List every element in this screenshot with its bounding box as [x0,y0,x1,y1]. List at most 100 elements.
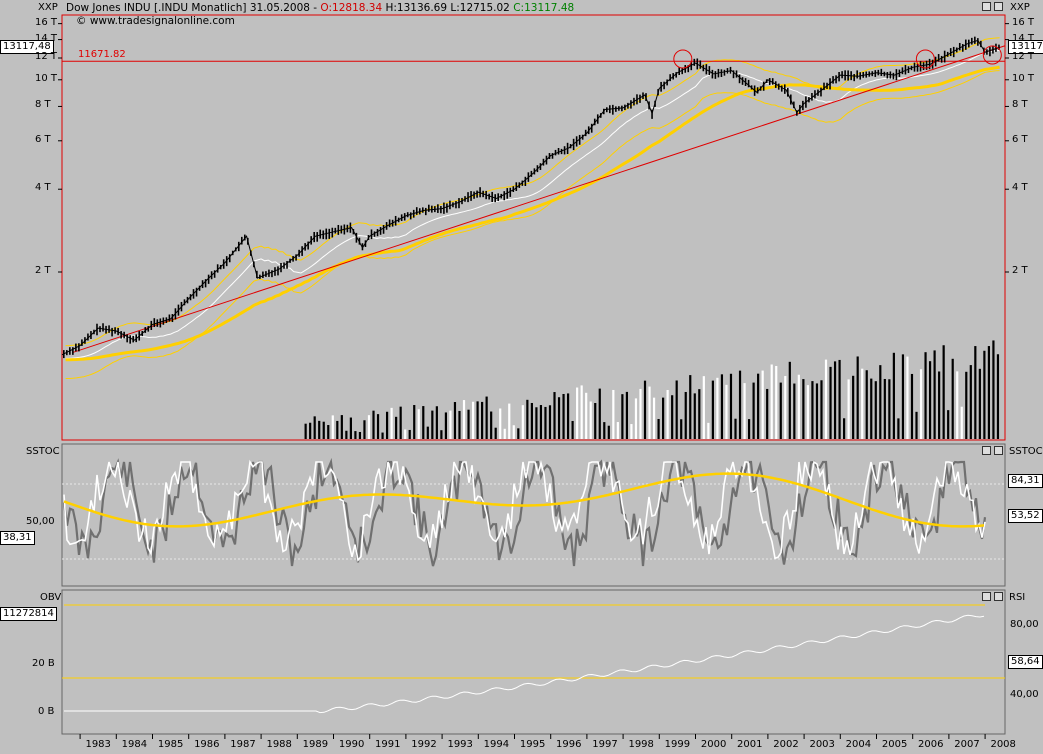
volume-bar [987,346,991,439]
x-tick-label: 1994 [483,739,510,750]
volume-bar [309,422,312,439]
y-tick-label: 2 T [35,265,51,276]
volume-bar [806,385,810,439]
volume-bar [793,383,796,439]
volume-bar [331,415,334,439]
volume-bar [956,371,959,439]
x-tick-label: 2000 [700,739,727,750]
volume-bar [960,406,963,439]
volume-bar [689,375,692,439]
x-tick-label: 1985 [157,739,184,750]
main-panel-close-button[interactable] [994,2,1003,11]
y-tick-label: 12 T [35,51,58,62]
volume-bar [395,416,398,439]
volume-bar [770,364,773,439]
volume-bar [621,394,624,439]
volume-bar [517,428,520,439]
sstoc-panel-close-button[interactable] [994,446,1003,455]
volume-bar [345,430,348,439]
volume-bar [494,427,497,439]
rsi-tick-40: 40,00 [1010,689,1039,700]
volume-bar [304,423,307,439]
volume-bar [969,365,972,439]
volume-bar [824,359,828,439]
volume-bar [440,430,443,439]
x-tick-label: 2002 [773,739,799,750]
trend-lines [62,45,1006,353]
grid-lines [62,483,1005,679]
obv-tick-20b: 20 B [32,658,55,669]
y-tick-label: 14 T [35,32,58,44]
volume-bar [662,397,665,439]
sstoc-value-right-1: 84,31 [1008,474,1043,488]
volume-bar [861,368,864,439]
volume-bar [313,416,316,439]
volume-bar [449,410,452,439]
volume-bar [906,356,909,439]
close-value: C:13117.48 [513,2,575,14]
volume-bar [363,420,366,439]
volume-bar [318,420,321,439]
x-tick-label: 1984 [121,739,148,750]
volume-bar [883,378,886,439]
resistance-label: 11671.82 [78,49,126,60]
volume-bar [408,429,411,439]
obv-panel-close-button[interactable] [994,592,1003,601]
stochastic-lines [62,457,987,567]
volume-bar [544,406,547,439]
volume-bar [752,382,755,439]
volume-bar [892,352,895,439]
main-panel-minimize-button[interactable] [982,2,991,11]
volume-bar [675,380,678,439]
x-tick-label: 1987 [230,739,256,750]
x-tick-label: 2006 [918,739,944,750]
moving-average [65,65,1000,362]
volume-bars [304,340,1000,439]
high-value: H:13136.69 [385,2,448,14]
volume-bar [340,415,343,439]
volume-bar [720,374,724,439]
y-tick-label: 6 T [35,133,51,145]
volume-bar [897,418,900,439]
volume-bar [643,380,647,439]
volume-bar [648,386,651,439]
volume-bar [928,361,932,439]
pivot-circle [673,49,693,69]
volume-bar [657,418,660,439]
volume-bar [580,385,583,439]
x-tick-label: 1992 [411,739,437,750]
volume-bar [734,418,737,439]
y-tick-label: 12 T [1012,51,1035,62]
volume-bar [815,383,819,439]
x-tick-label: 1991 [375,739,401,750]
volume-bar [874,381,877,439]
x-tick-label: 1998 [628,739,654,750]
x-tick-label: 1989 [302,739,329,750]
volume-bar [852,375,855,439]
obv-last-left: 11272814 [0,607,57,621]
sstoc-panel-minimize-button[interactable] [982,446,991,455]
volume-bar [535,407,538,439]
obv-line [64,614,985,714]
obv-panel [61,589,1006,735]
volume-bar [426,426,429,439]
volume-bar [847,379,850,439]
volume-bar [820,380,823,439]
volume-bar [385,411,389,439]
volume-bar [594,403,597,439]
volume-bar [417,409,420,439]
x-tick-label: 1988 [266,739,292,750]
volume-bar [716,377,719,439]
y-tick-label: 8 T [35,99,51,111]
y-tick-label: 6 T [1012,133,1028,145]
volume-bar [707,422,710,439]
x-tick-label: 1993 [447,739,473,750]
x-tick-label: 1997 [592,739,618,750]
y-tick-label: 16 T [35,16,58,28]
volume-bar [951,358,954,439]
x-tick-label: 1996 [556,739,582,750]
volume-bar [833,361,837,439]
obv-panel-minimize-button[interactable] [982,592,991,601]
y-tick-label: 2 T [1012,265,1028,276]
